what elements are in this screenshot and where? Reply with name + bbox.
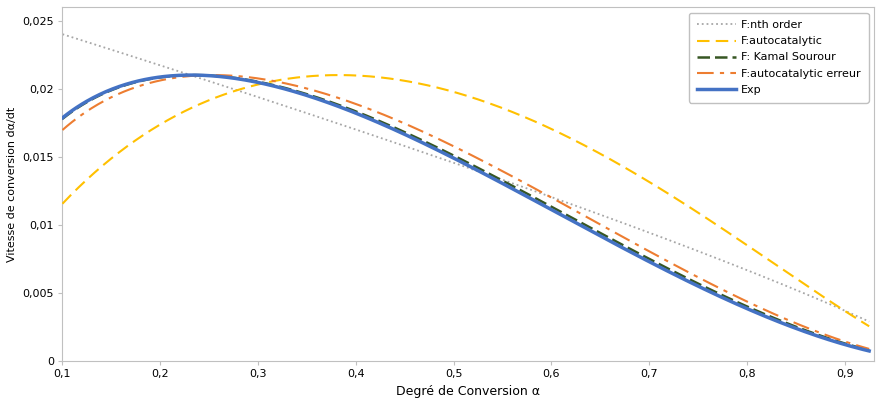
F:autocatalytic bbox=[447, 89, 457, 94]
Exp bbox=[187, 72, 197, 77]
Exp bbox=[864, 349, 875, 354]
F:autocatalytic erreur bbox=[495, 168, 506, 173]
F:autocatalytic erreur bbox=[208, 72, 218, 77]
F:autocatalytic bbox=[720, 228, 730, 233]
Line: F: Kamal Sourour: F: Kamal Sourour bbox=[63, 75, 870, 350]
F:autocatalytic erreur bbox=[846, 341, 856, 346]
F: Kamal Sourour: (0.493, 0.0153): Kamal Sourour: (0.493, 0.0153) bbox=[442, 150, 453, 155]
F: Kamal Sourour: (0.907, 0.00116): Kamal Sourour: (0.907, 0.00116) bbox=[846, 343, 856, 348]
F: Kamal Sourour: (0.498, 0.0151): Kamal Sourour: (0.498, 0.0151) bbox=[447, 152, 457, 157]
F:nth order bbox=[493, 176, 504, 181]
F:nth order bbox=[57, 32, 68, 36]
F:autocatalytic bbox=[495, 105, 506, 110]
Exp bbox=[720, 296, 730, 301]
F: Kamal Sourour: (0.593, 0.0116): Kamal Sourour: (0.593, 0.0116) bbox=[539, 200, 550, 205]
F: Kamal Sourour: (0.925, 0.000804): Kamal Sourour: (0.925, 0.000804) bbox=[864, 348, 875, 353]
F:nth order bbox=[440, 158, 451, 162]
Y-axis label: Vitesse de conversion dα/dt: Vitesse de conversion dα/dt bbox=[7, 107, 17, 262]
F:autocatalytic erreur bbox=[720, 289, 730, 294]
Exp bbox=[57, 115, 68, 120]
F: Kamal Sourour: (0.234, 0.021): Kamal Sourour: (0.234, 0.021) bbox=[189, 72, 199, 77]
F:autocatalytic erreur bbox=[864, 346, 875, 351]
Exp bbox=[495, 180, 506, 185]
Exp bbox=[447, 155, 457, 160]
Exp bbox=[442, 152, 453, 157]
F:nth order bbox=[445, 159, 455, 164]
F:autocatalytic bbox=[442, 88, 453, 93]
F: Kamal Sourour: (0.778, 0.00474): Kamal Sourour: (0.778, 0.00474) bbox=[720, 294, 730, 299]
F:autocatalytic erreur bbox=[57, 128, 68, 132]
F: Kamal Sourour: (0.1, 0.0178): Kamal Sourour: (0.1, 0.0178) bbox=[57, 116, 68, 121]
Line: F:autocatalytic erreur: F:autocatalytic erreur bbox=[63, 75, 870, 349]
Line: Exp: Exp bbox=[63, 75, 870, 351]
F:autocatalytic bbox=[539, 123, 550, 128]
F:autocatalytic bbox=[864, 324, 875, 329]
F:autocatalytic bbox=[334, 72, 344, 77]
Legend: F:nth order, F:autocatalytic, F: Kamal Sourour, F:autocatalytic erreur, Exp: F:nth order, F:autocatalytic, F: Kamal S… bbox=[689, 13, 869, 102]
F: Kamal Sourour: (0.548, 0.0133): Kamal Sourour: (0.548, 0.0133) bbox=[495, 177, 506, 182]
F:nth order bbox=[718, 258, 729, 263]
Line: F:nth order: F:nth order bbox=[63, 34, 870, 322]
F:nth order bbox=[537, 192, 548, 196]
F:autocatalytic erreur bbox=[539, 191, 550, 196]
F:nth order bbox=[845, 311, 855, 315]
X-axis label: Degré de Conversion α: Degré de Conversion α bbox=[396, 385, 540, 398]
Exp bbox=[846, 344, 856, 349]
F:autocatalytic erreur bbox=[447, 143, 457, 148]
F:nth order bbox=[864, 319, 875, 324]
F:autocatalytic bbox=[846, 313, 856, 318]
Line: F:autocatalytic: F:autocatalytic bbox=[63, 75, 870, 326]
F:autocatalytic bbox=[57, 201, 68, 206]
F:autocatalytic erreur bbox=[442, 141, 453, 145]
Exp bbox=[539, 203, 550, 208]
